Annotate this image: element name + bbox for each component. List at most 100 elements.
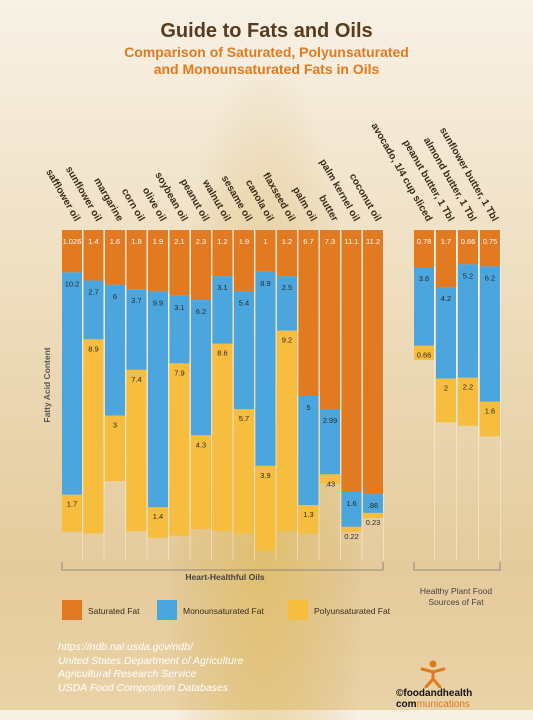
bar-saturated (105, 230, 125, 285)
bar-polyunsaturated (234, 409, 254, 534)
bar-saturated (62, 230, 82, 273)
bar-monounsaturated (480, 266, 500, 402)
legend-swatch (62, 600, 82, 620)
saturated-value-label: 1.8 (131, 237, 141, 246)
poly-value-label: 7.9 (174, 368, 184, 377)
saturated-value-label: 1 (263, 237, 267, 246)
bar-saturated (255, 230, 276, 272)
bar-saturated (191, 230, 211, 301)
saturated-value-label: 1.026 (63, 237, 82, 246)
bar-monounsaturated (458, 264, 478, 378)
group-label-plant-1: Healthy Plant Food (420, 586, 493, 596)
poly-value-label: 4.3 (196, 440, 206, 449)
bar-monounsaturated (320, 409, 340, 475)
bar-saturated (320, 230, 340, 410)
poly-value-label: 0.66 (417, 350, 432, 359)
source-citation: https://ndb.nal.usda.gov/ndb/ United Sta… (58, 641, 243, 695)
mono-value-label: 6.2 (485, 273, 495, 282)
saturated-value-label: 2.3 (196, 237, 206, 246)
brand-main: ©foodandhealth com (396, 688, 473, 710)
mono-value-label: 5 (306, 403, 310, 412)
bar-monounsaturated (277, 276, 297, 331)
bar-monounsaturated (148, 291, 168, 508)
bar-saturated (148, 230, 168, 292)
subtitle-line-2: and Monounsaturated Fats in Oils (153, 61, 380, 77)
mono-value-label: 10.2 (65, 279, 80, 288)
bar-monounsaturated (298, 396, 319, 506)
poly-value-label: 3 (113, 421, 117, 430)
mono-value-label: 3.1 (217, 283, 227, 292)
bar-monounsaturated (212, 276, 233, 344)
bar-monounsaturated (341, 491, 362, 527)
mono-value-label: 9.9 (153, 298, 163, 307)
bar-saturated (480, 230, 500, 267)
bar-monounsaturated (191, 300, 211, 436)
bar-saturated (277, 230, 297, 277)
legend-label: Monounsaturated Fat (183, 606, 264, 616)
brand-logo: ©foodandhealth communications (396, 688, 533, 710)
bar-polyunsaturated (298, 505, 319, 534)
bar-polyunsaturated (320, 474, 340, 484)
category-label: butter (316, 193, 340, 223)
legend-swatch (157, 600, 177, 620)
saturated-value-label: 1.2 (282, 237, 292, 246)
legend-swatch (288, 600, 308, 620)
bar-saturated (298, 230, 319, 397)
saturated-value-label: 7.3 (325, 237, 335, 246)
source-line: USDA Food Composition Databases (58, 681, 229, 694)
saturated-value-label: 0.78 (417, 237, 432, 246)
bar-polyunsaturated (480, 401, 500, 437)
saturated-value-label: 11.1 (344, 237, 358, 246)
saturated-value-label: 2.1 (174, 237, 184, 246)
bar-monounsaturated (126, 289, 147, 370)
bar-monounsaturated (414, 267, 434, 346)
bar-polyunsaturated (169, 363, 190, 536)
bar-monounsaturated (255, 271, 276, 466)
poly-value-label: 8.6 (217, 349, 227, 358)
mono-value-label: 2.7 (88, 288, 98, 297)
poly-value-label: 1.7 (67, 500, 77, 509)
mono-value-label: 1.6 (346, 499, 356, 508)
group-label-plant-2: Sources of Fat (428, 597, 484, 607)
bar-saturated (436, 230, 456, 288)
brand-accent: munications (416, 699, 470, 710)
mono-value-label: 3.1 (174, 303, 184, 312)
bar-polyunsaturated (62, 494, 82, 532)
saturated-value-label: 0.75 (483, 237, 498, 246)
bar-saturated (341, 230, 362, 492)
plant-food-bracket (413, 562, 501, 571)
bar-polyunsaturated (363, 512, 383, 518)
bar-polyunsaturated (126, 369, 147, 532)
saturated-value-label: 0.66 (461, 237, 476, 246)
bar-saturated (212, 230, 233, 277)
mono-value-label: 3.7 (131, 296, 141, 305)
heart-healthful-bracket (61, 562, 384, 571)
bar-saturated (234, 230, 254, 292)
bar-polyunsaturated (212, 343, 233, 532)
person-logo-icon (420, 660, 446, 688)
mono-value-label: .86 (368, 501, 378, 510)
bar-polyunsaturated (436, 378, 456, 423)
bar-polyunsaturated (105, 415, 125, 482)
bar-polyunsaturated (277, 330, 297, 532)
poly-value-label: 1.6 (485, 407, 495, 416)
mono-value-label: 2.99 (323, 416, 338, 425)
poly-value-label: 9.2 (282, 336, 292, 345)
saturated-value-label: 1.9 (153, 237, 163, 246)
poly-value-label: 1.4 (153, 512, 163, 521)
bar-polyunsaturated (341, 526, 362, 532)
saturated-value-label: 1.4 (88, 237, 98, 246)
bar-monounsaturated (62, 272, 82, 495)
mono-value-label: 4.2 (441, 294, 451, 303)
mono-value-label: 3.6 (419, 274, 429, 283)
poly-value-label: 0.23 (366, 518, 381, 527)
poly-value-label: 2.2 (463, 383, 473, 392)
bar-polyunsaturated (148, 507, 168, 538)
bar-saturated (363, 230, 383, 495)
bar-saturated (169, 230, 190, 296)
bar-saturated (126, 230, 147, 290)
poly-value-label: 7.4 (131, 375, 141, 384)
poly-value-label: .43 (325, 479, 335, 488)
group-label-heart: Heart-Healthful Oils (185, 572, 265, 582)
